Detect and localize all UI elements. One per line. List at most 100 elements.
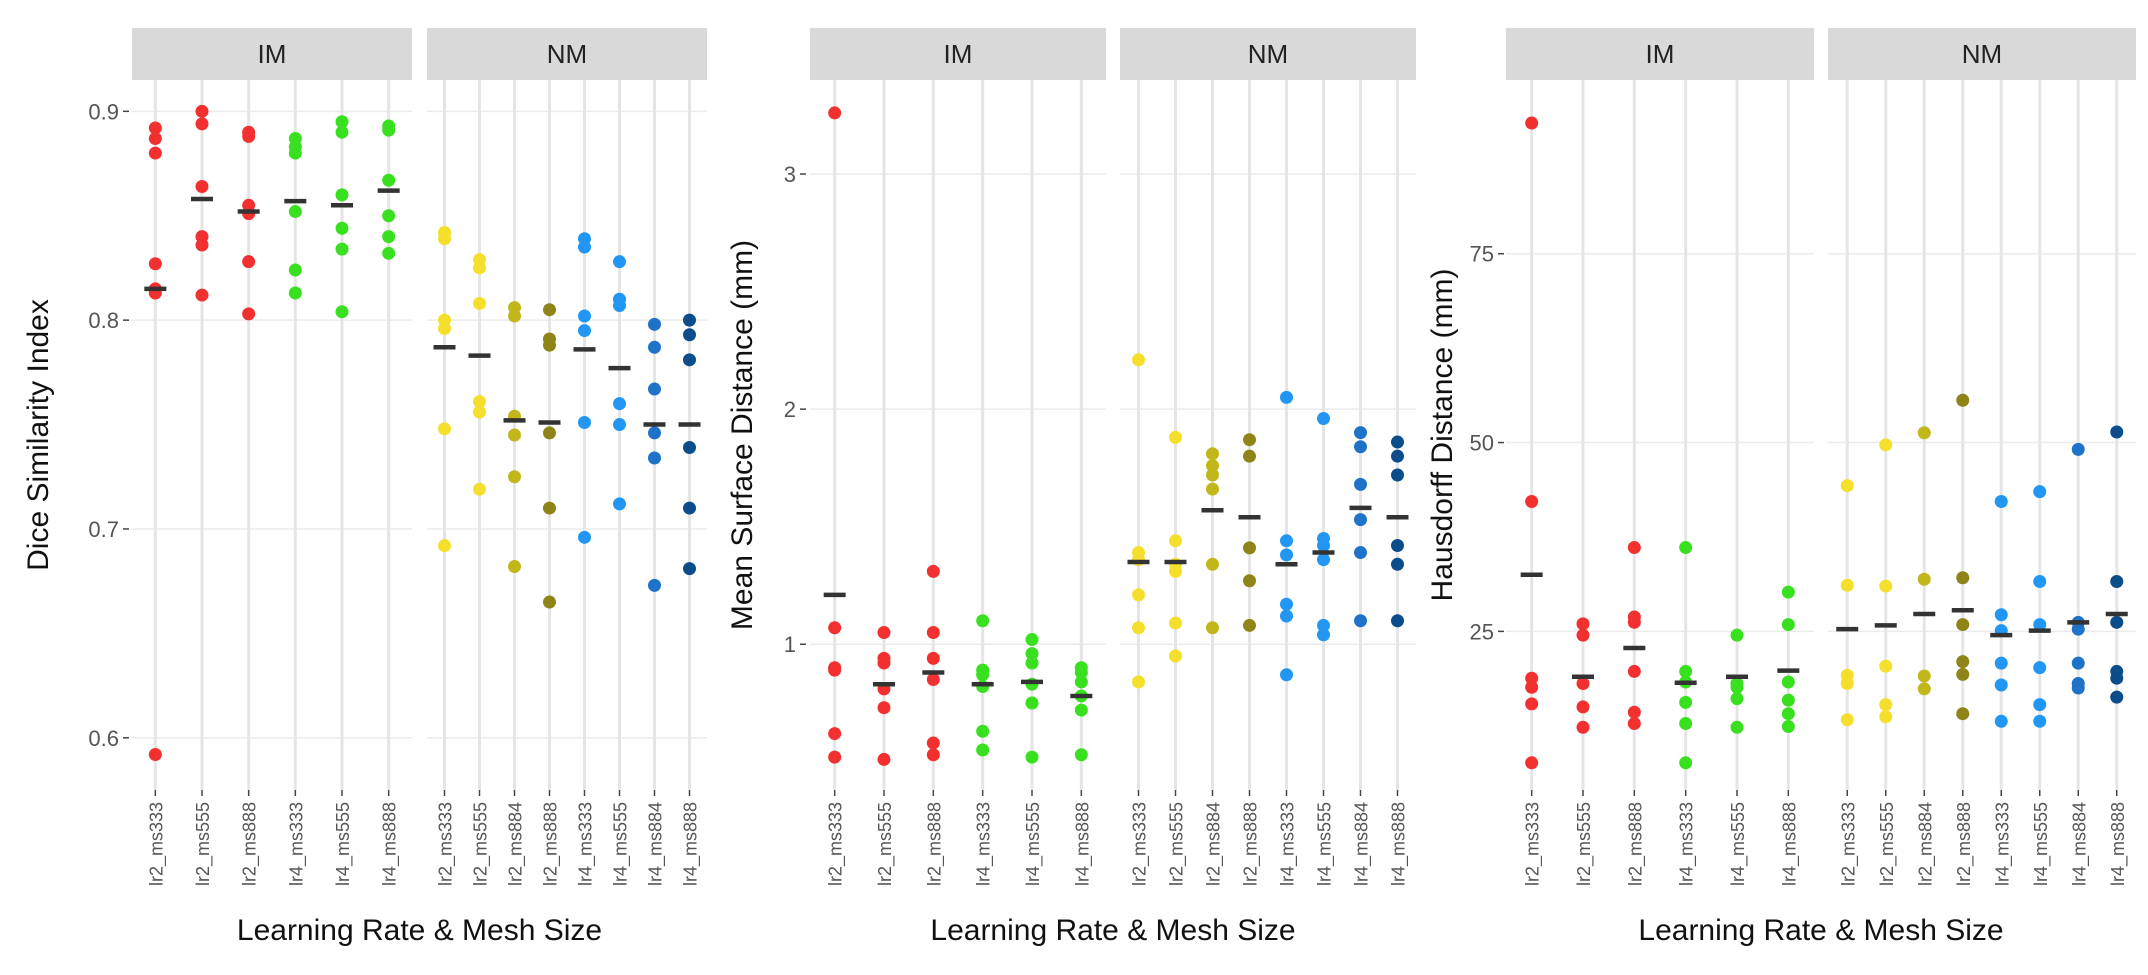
data-point bbox=[648, 578, 661, 592]
x-tick-label: lr2_ms555 bbox=[1167, 802, 1188, 886]
data-point bbox=[1243, 574, 1256, 588]
data-point bbox=[473, 405, 486, 419]
facet-strip bbox=[1120, 28, 1416, 80]
x-tick-label: lr4_ms555 bbox=[1728, 802, 1749, 886]
group-lr4-ms888: lr4_ms888 bbox=[678, 80, 702, 886]
data-point bbox=[1781, 707, 1795, 721]
data-point bbox=[242, 255, 256, 269]
x-tick-label: lr2_ms555 bbox=[1574, 802, 1595, 886]
data-point bbox=[877, 701, 891, 715]
x-tick-label: lr4_ms555 bbox=[333, 802, 354, 886]
data-point bbox=[926, 736, 940, 750]
group-lr4-ms333: lr4_ms333 bbox=[284, 80, 307, 886]
data-point bbox=[1354, 546, 1367, 560]
data-point bbox=[1317, 618, 1330, 632]
group-lr2-ms555: lr2_ms555 bbox=[1874, 80, 1898, 886]
data-point bbox=[1879, 698, 1893, 712]
data-point bbox=[1132, 675, 1145, 689]
data-point bbox=[1391, 435, 1404, 449]
data-point bbox=[2033, 618, 2047, 632]
x-axis-title: Learning Rate & Mesh Size bbox=[237, 914, 602, 947]
data-point bbox=[926, 564, 940, 578]
group-lr4-ms555: lr4_ms555 bbox=[608, 80, 632, 886]
group-lr2-ms333: lr2_ms333 bbox=[144, 80, 167, 886]
data-point bbox=[543, 501, 556, 515]
facet-strip-label: NM bbox=[1962, 39, 2002, 69]
x-tick-label: lr4_ms333 bbox=[1278, 802, 1299, 886]
data-point bbox=[2071, 681, 2085, 695]
group-lr4-ms555: lr4_ms555 bbox=[331, 80, 354, 886]
data-point bbox=[1391, 614, 1404, 628]
x-tick-label: lr2_ms884 bbox=[1915, 802, 1936, 886]
y-tick-label: 25 bbox=[1470, 619, 1494, 644]
data-point bbox=[288, 146, 302, 160]
data-point bbox=[382, 173, 396, 187]
data-point bbox=[1956, 707, 1970, 721]
x-tick-label: lr4_ms333 bbox=[974, 802, 995, 886]
facet-strip-label: NM bbox=[1248, 39, 1288, 69]
data-point bbox=[1627, 705, 1641, 719]
data-point bbox=[1956, 667, 1970, 681]
x-axis-title: Learning Rate & Mesh Size bbox=[930, 914, 1295, 947]
facet-strip-label: IM bbox=[258, 39, 287, 69]
group-lr4-ms333: lr4_ms333 bbox=[971, 80, 995, 886]
data-point bbox=[382, 246, 396, 260]
y-axis-title: Mean Surface Distance (mm) bbox=[726, 240, 759, 630]
data-point bbox=[1956, 618, 1970, 632]
data-point bbox=[288, 205, 302, 219]
group-lr2-ms333: lr2_ms333 bbox=[823, 80, 847, 886]
x-tick-label: lr4_ms884 bbox=[1352, 802, 1373, 886]
data-point bbox=[335, 125, 349, 139]
data-point bbox=[438, 539, 451, 553]
group-lr4-ms884: lr4_ms884 bbox=[1349, 80, 1373, 886]
facet-strip bbox=[810, 28, 1106, 80]
data-point bbox=[1879, 438, 1893, 452]
data-point bbox=[1354, 426, 1367, 440]
y-tick-label: 0.6 bbox=[88, 726, 119, 751]
data-point bbox=[1730, 680, 1744, 694]
data-point bbox=[1525, 116, 1539, 130]
data-point bbox=[683, 441, 696, 455]
data-point bbox=[1525, 494, 1539, 508]
data-point bbox=[195, 238, 209, 252]
data-point bbox=[1354, 440, 1367, 454]
group-lr2-ms555: lr2_ms555 bbox=[873, 80, 896, 886]
x-tick-label: lr2_ms333 bbox=[1130, 802, 1151, 886]
data-point bbox=[1243, 433, 1256, 447]
data-point bbox=[2071, 442, 2085, 456]
group-lr4-ms555: lr4_ms555 bbox=[2028, 80, 2052, 886]
data-point bbox=[1956, 393, 1970, 407]
chart-1: Dice Similarity Index 0.6 0.7 0.8 0.9 Learnin… bbox=[22, 28, 707, 947]
data-point bbox=[543, 303, 556, 317]
data-point bbox=[1354, 513, 1367, 527]
data-point bbox=[1917, 682, 1931, 696]
data-point bbox=[1169, 616, 1182, 630]
data-point bbox=[1280, 390, 1293, 404]
data-point bbox=[2033, 661, 2047, 675]
group-lr4-ms333: lr4_ms333 bbox=[1275, 80, 1299, 886]
group-lr2-ms333: lr2_ms333 bbox=[1127, 80, 1151, 886]
data-point bbox=[578, 309, 591, 323]
facet-strip-label: NM bbox=[547, 39, 587, 69]
data-point bbox=[1994, 714, 2008, 728]
data-point bbox=[1169, 534, 1182, 548]
data-point bbox=[508, 428, 521, 442]
data-point bbox=[976, 668, 990, 682]
data-point bbox=[148, 146, 162, 160]
data-point bbox=[2033, 698, 2047, 712]
group-lr2-ms555: lr2_ms555 bbox=[468, 80, 492, 886]
data-point bbox=[195, 117, 209, 131]
x-tick-label: lr4_ms333 bbox=[1992, 802, 2013, 886]
data-point bbox=[1840, 479, 1854, 493]
data-point bbox=[828, 621, 842, 635]
x-tick-label: lr4_ms333 bbox=[576, 802, 597, 886]
x-tick-label: lr2_ms888 bbox=[924, 802, 945, 886]
y-tick-label: 2 bbox=[784, 397, 796, 422]
data-point bbox=[1879, 710, 1893, 724]
data-point bbox=[1169, 564, 1182, 578]
group-lr2-ms884: lr2_ms884 bbox=[1913, 80, 1936, 886]
data-point bbox=[1206, 447, 1219, 461]
panel-im: IM lr2_ms333 lr2_ms555 lr2_ms888 lr4_ms333 lr… bbox=[810, 28, 1106, 886]
data-point bbox=[578, 415, 591, 429]
panel-nm: NM lr2_ms333 lr2_ms555 lr2_ms884 lr2_ms888 lr… bbox=[1120, 28, 1416, 886]
